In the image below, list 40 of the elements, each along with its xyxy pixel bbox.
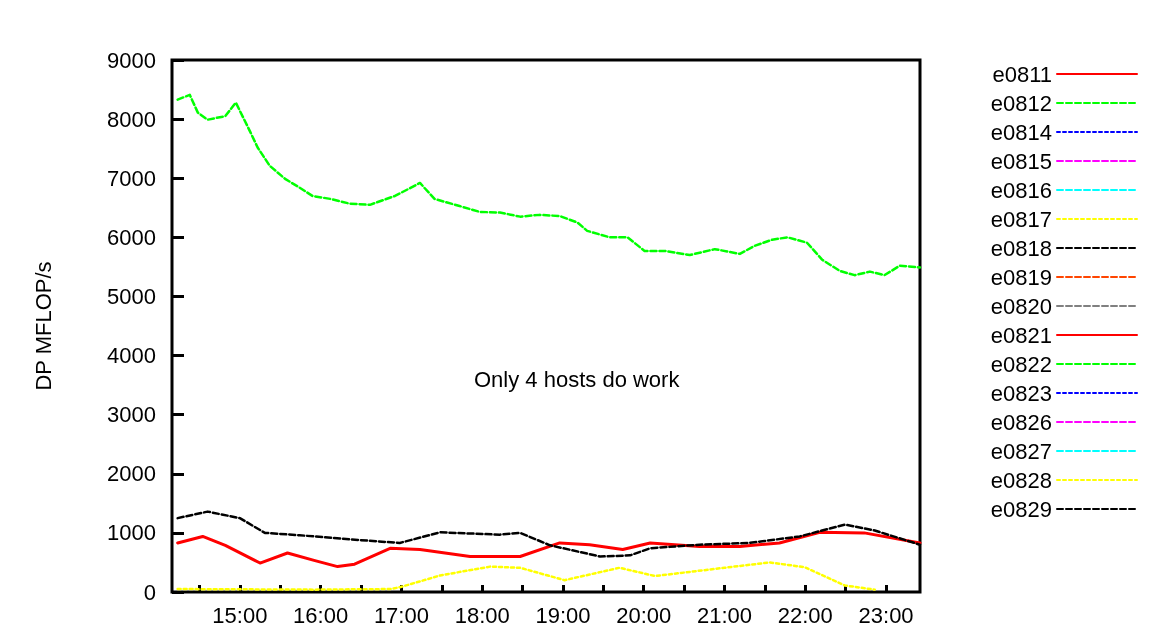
y-axis-title: DP MFLOP/s	[30, 261, 56, 391]
line-series	[176, 561, 877, 591]
legend-label: e0827	[990, 438, 1052, 464]
legend-label: e0815	[990, 148, 1052, 174]
y-tick-label: 4000	[107, 343, 156, 369]
y-tick-label: 0	[143, 579, 156, 605]
legend-label: e0816	[990, 177, 1052, 203]
x-tick-label: 23:00	[858, 602, 914, 628]
x-tick-label: 17:00	[373, 602, 429, 628]
x-tick-label: 22:00	[777, 602, 833, 628]
legend-label: e0811	[992, 61, 1052, 87]
legend-label: e0826	[990, 409, 1052, 435]
annotation: Only 4 hosts do work	[474, 366, 681, 392]
y-tick-label: 9000	[107, 47, 156, 73]
line-series	[176, 530, 922, 569]
legend-label: e0828	[990, 467, 1052, 493]
legend-label: e0812	[990, 90, 1052, 116]
x-tick-label: 15:00	[212, 602, 268, 628]
legend-label: e0820	[990, 293, 1052, 319]
y-tick-label: 2000	[107, 461, 156, 487]
legend-label: e0817	[990, 206, 1052, 232]
legend-label: e0829	[990, 496, 1052, 522]
y-tick-label: 5000	[107, 283, 156, 309]
legend-label: e0814	[990, 119, 1052, 145]
x-tick-label: 21:00	[696, 602, 753, 628]
legend-label: e0823	[990, 380, 1052, 406]
x-tick-label: 19:00	[535, 602, 591, 628]
legend-label: e0821	[990, 322, 1052, 348]
y-tick-label: 3000	[107, 402, 156, 428]
x-tick-label: 18:00	[454, 602, 510, 628]
y-tick-label: 6000	[107, 224, 156, 250]
y-tick-label: 1000	[107, 520, 156, 546]
x-tick-label: 16:00	[293, 602, 349, 628]
line-series	[176, 93, 922, 277]
legend-label: e0819	[990, 264, 1052, 290]
legend-label: e0822	[990, 351, 1052, 377]
legend-label: e0818	[990, 235, 1052, 261]
x-tick-label: 20:00	[616, 602, 672, 628]
y-tick-label: 8000	[107, 106, 156, 132]
y-tick-label: 7000	[107, 165, 156, 191]
